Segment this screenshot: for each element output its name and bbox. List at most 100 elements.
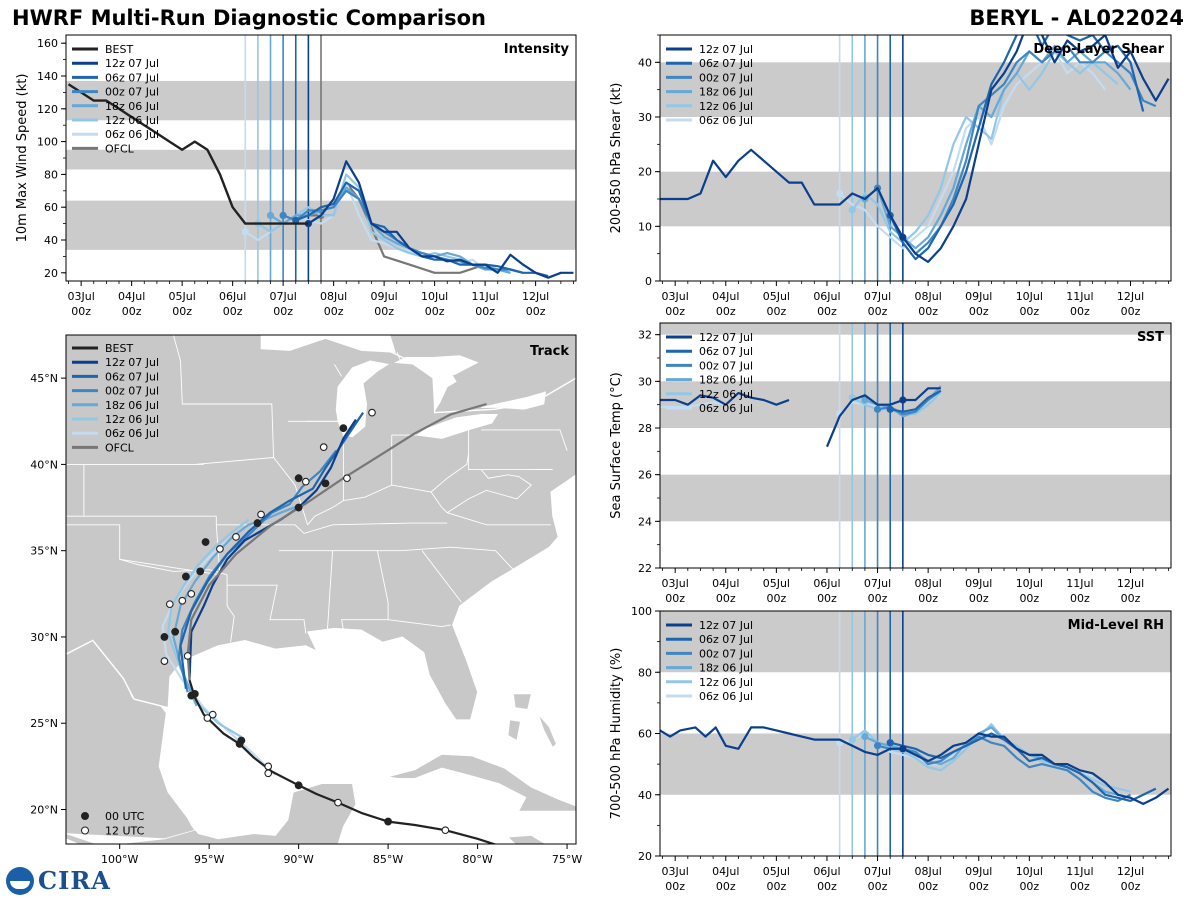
shear-panel: 0 10 20 30 40 03Jul 00z 04Jul 00z 05Jul 00z 06Jul 00… — [609, 34, 1172, 318]
rh-ytick-label: 60 — [638, 728, 652, 741]
track-marker-legend: 00 UTC 12 UTC — [81, 810, 145, 838]
track-marker-12utc — [216, 545, 224, 553]
shear-xtick-sublabel: 00z — [918, 305, 938, 318]
track-series-00z-07-jul — [177, 449, 338, 693]
track-marker-00utc — [160, 633, 169, 641]
track-panel: 100°W 95°W 90°W 85°W 80°W 75°W 20°N 25°N 30°N 35°… — [30, 334, 582, 866]
shear-xtick-label: 04Jul — [712, 290, 739, 303]
state-boundary — [66, 463, 85, 517]
state-boundary — [291, 335, 296, 351]
rh-init-point-12z-06-jul — [848, 736, 856, 744]
sst-legend-label-06z-06-jul: 06z 06 Jul — [699, 402, 753, 415]
intensity-legend-label-12z-07-jul: 12z 07 Jul — [105, 57, 159, 70]
intensity-xtick-sublabel: 00z — [122, 305, 142, 318]
shear-xtick-label: 11Jul — [1066, 290, 1093, 303]
sst-panel-label: SST — [1137, 330, 1164, 345]
state-boundary — [396, 352, 402, 362]
intensity-plot-area — [66, 35, 576, 281]
track-marker-12utc — [165, 600, 174, 609]
rh-xtick-sublabel: 00z — [766, 880, 786, 893]
track-ytick-label: 40°N — [30, 458, 58, 471]
state-boundary — [388, 619, 451, 628]
shear-series-00z-07-jul — [876, 44, 1157, 255]
state-boundary — [430, 454, 470, 493]
track-marker-00utc — [294, 781, 303, 790]
shear-series-12z-07-jul — [660, 35, 1170, 263]
rh-xtick-sublabel: 00z — [1070, 880, 1090, 893]
intensity-xtick-sublabel: 00z — [223, 305, 243, 318]
shear-xtick-sublabel: 00z — [1019, 305, 1039, 318]
sst-xtick-label: 03Jul — [662, 577, 689, 590]
intensity-panel-label: Intensity — [504, 42, 570, 57]
intensity-legend-label-00z-07-jul: 00z 07 Jul — [105, 86, 159, 99]
intensity-ytick-label: 120 — [37, 103, 58, 116]
state-boundary — [227, 584, 307, 634]
rh-xtick-label: 08Jul — [915, 865, 942, 878]
shear-ytick-label: 20 — [638, 166, 652, 179]
sst-xtick-label: 06Jul — [813, 577, 840, 590]
track-ytick-label: 20°N — [30, 803, 58, 816]
intensity-ytick-label: 40 — [44, 234, 58, 247]
track-marker-12utc — [334, 798, 342, 807]
intensity-xtick-label: 11Jul — [471, 290, 498, 303]
intensity-legend-label-18z-06-jul: 18z 06 Jul — [105, 100, 159, 113]
track-marker-00utc — [294, 474, 303, 483]
sst-xtick-sublabel: 00z — [1121, 592, 1141, 605]
intensity-xtick-label: 07Jul — [269, 290, 296, 303]
sst-xtick-sublabel: 00z — [1070, 592, 1090, 605]
track-series-best — [188, 679, 498, 844]
track-legend-label-12z-06-jul: 12z 06 Jul — [105, 413, 159, 426]
sst-series-12z-07-jul — [660, 391, 790, 406]
sst-xtick-label: 09Jul — [965, 577, 992, 590]
shear-band — [660, 171, 1171, 227]
intensity-legend-label-06z-07-jul: 06z 07 Jul — [105, 71, 159, 84]
intensity-legend-label-12z-06-jul: 12z 06 Jul — [105, 114, 159, 127]
track-ytick-label: 25°N — [30, 717, 58, 730]
state-boundary — [66, 524, 228, 576]
sst-init-point-18z-06-jul — [861, 396, 869, 404]
sst-ytick-label: 22 — [638, 562, 652, 575]
track-series-18z-06-jul — [172, 504, 299, 707]
rh-xtick-sublabel: 00z — [969, 880, 989, 893]
shear-xtick-sublabel: 00z — [1070, 305, 1090, 318]
rh-panel-label: Mid-Level RH — [1068, 618, 1164, 633]
sst-legend-label-06z-07-jul: 06z 07 Jul — [699, 345, 753, 358]
sst-xtick-sublabel: 00z — [1019, 592, 1039, 605]
rh-xtick-sublabel: 00z — [665, 880, 685, 893]
track-marker-00utc — [237, 736, 246, 745]
sst-xtick-sublabel: 00z — [716, 592, 736, 605]
shear-ytick-label: 0 — [645, 275, 652, 288]
track-marker-12utc — [160, 657, 169, 665]
shear-legend-label-00z-07-jul: 00z 07 Jul — [699, 71, 753, 84]
sst-series-12z-07-jul — [825, 387, 941, 448]
sst-xtick-label: 05Jul — [763, 577, 790, 590]
shear-legend-label-06z-07-jul: 06z 07 Jul — [699, 57, 753, 70]
sst-xtick-label: 07Jul — [864, 577, 891, 590]
track-marker-00utc — [181, 572, 190, 581]
intensity-xtick-label: 06Jul — [219, 290, 246, 303]
track-marker-00utc — [171, 627, 180, 636]
rh-panel: 20 40 60 80 100 03Jul 00z 04Jul 00z 05Jul 00z 06Jul… — [609, 605, 1172, 893]
track-xtick-label: 85°W — [373, 853, 403, 866]
track-marker-00utc — [339, 424, 348, 433]
intensity-xtick-label: 08Jul — [320, 290, 347, 303]
country-boundary — [333, 335, 576, 414]
rh-series-06z-07-jul — [889, 732, 1157, 803]
sst-xtick-sublabel: 00z — [766, 592, 786, 605]
sst-xtick-label: 11Jul — [1066, 577, 1093, 590]
sst-legend-label-00z-07-jul: 00z 07 Jul — [699, 359, 753, 372]
state-boundary — [481, 429, 568, 451]
track-marker-12utc — [183, 652, 192, 660]
rh-xtick-sublabel: 00z — [1019, 880, 1039, 893]
shear-band — [660, 62, 1171, 117]
track-plot-area — [66, 335, 576, 844]
track-marker-12utc — [301, 477, 310, 486]
rh-xtick-label: 04Jul — [712, 865, 739, 878]
intensity-ytick-label: 100 — [37, 136, 58, 149]
rh-xtick-label: 12Jul — [1117, 865, 1144, 878]
intensity-init-point-00z-07-jul — [279, 211, 287, 219]
intensity-ytick-label: 20 — [44, 267, 58, 280]
